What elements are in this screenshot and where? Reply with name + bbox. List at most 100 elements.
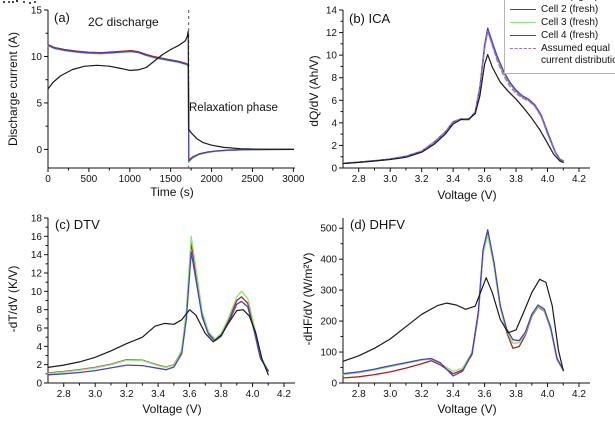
x-tick-label: 3.8: [509, 389, 523, 400]
x-tick-label: 4.2: [572, 389, 586, 400]
y-tick-label: 0: [331, 379, 337, 390]
x-tick-label: 2.8: [352, 174, 366, 185]
x-tick-label: 4.2: [277, 389, 291, 400]
x-tick-label: 3000: [282, 174, 305, 185]
x-tick-label: 3.2: [415, 174, 429, 185]
y-tick-label: 12: [326, 28, 338, 39]
x-tick-label: 3.0: [88, 389, 102, 400]
series-cell4: [47, 251, 269, 376]
x-tick-label: 4.0: [246, 389, 260, 400]
legend-entry-cell4: Cell 4 (fresh): [510, 30, 615, 42]
y-tick-label: 200: [320, 317, 337, 328]
x-tick-label: 2.8: [57, 389, 71, 400]
series-assumed: [342, 30, 564, 164]
x-tick-label: 3.6: [183, 389, 197, 400]
legend-line-swatch: [510, 22, 536, 23]
x-tick-label: 3.6: [478, 174, 492, 185]
y-tick-label: 5: [36, 98, 42, 109]
series-cell1: [47, 309, 269, 376]
x-tick-label: 500: [81, 174, 98, 185]
series-cell2: [342, 233, 564, 379]
x-tick-label: 3.8: [214, 389, 228, 400]
x-tick-label: 2500: [241, 174, 264, 185]
series-cell1: [342, 53, 564, 165]
x-tick-label: 2000: [200, 174, 223, 185]
panel-c-label: (c) DTV: [55, 217, 100, 232]
legend-entry-cell2: Cell 2 (fresh): [510, 4, 615, 16]
y-tick-label: 8: [331, 73, 337, 84]
legend-entry-cell1: Cell 1 (aged): [510, 0, 615, 3]
legend-entry-assumed: Assumed equal current distribution: [510, 43, 615, 67]
y-tick-label: 6: [36, 324, 42, 335]
x-tick-label: 4.0: [541, 389, 555, 400]
panel-b-label: (b) ICA: [349, 11, 391, 26]
y-tick-label: 100: [320, 348, 337, 359]
y-tick-label: 0: [36, 145, 42, 156]
legend-line-swatch: [510, 9, 536, 10]
b-xaxis-title: Voltage (V): [437, 188, 497, 202]
legend-line-swatch: [510, 48, 536, 49]
y-tick-label: 18: [31, 214, 43, 225]
y-tick-label: 2: [331, 141, 337, 152]
a-yaxis-title: Discharge current (A): [6, 31, 20, 147]
legend-entry-label: Cell 3 (fresh): [541, 17, 599, 28]
d-xaxis-title: Voltage (V): [437, 402, 497, 416]
y-tick-label: 400: [320, 255, 337, 266]
series-cell4: [342, 229, 564, 377]
x-tick-label: 2.8: [352, 389, 366, 400]
y-tick-label: 15: [31, 6, 43, 17]
chart-b: 2.8 3.0 3.2 3.4 3.6 3.8 4.0 4.2 0 2 4 6 8 10 12 14: [326, 6, 590, 185]
legend-entry-label: Assumed equal current distribution: [541, 43, 615, 66]
d-yaxis-title: -dHF/dV (W/m²V): [301, 252, 315, 346]
legend-entry-label: Cell 2 (fresh): [541, 4, 599, 15]
y-tick-label: 500: [320, 224, 337, 235]
x-tick-label: 4.2: [572, 174, 586, 185]
series-cell4: [47, 44, 295, 162]
y-tick-label: 14: [31, 250, 43, 261]
series-cell3: [342, 234, 564, 376]
chart-c: 2.8 3.0 3.2 3.4 3.6 3.8 4.0 4.2 0 2 4 6 8 10 12 14 16 18: [31, 214, 295, 400]
legend: Cell 1 (aged)Cell 2 (fresh) Cell 3 (fresh…: [504, 0, 615, 74]
panel-d-label: (d) DHFV: [350, 217, 405, 232]
y-tick-label: 12: [31, 269, 43, 280]
x-tick-label: 3.4: [446, 389, 460, 400]
x-tick-label: 1500: [160, 174, 183, 185]
chart-a: 0 500 1000 1500 2000 2500 3000 0 5 10 15: [31, 6, 305, 186]
x-tick-label: 3.4: [151, 389, 165, 400]
x-tick-label: 3.0: [383, 389, 397, 400]
legend-entry-cell3: Cell 3 (fresh): [510, 17, 615, 29]
panel-a-note: 2C discharge: [88, 15, 159, 29]
series-cell1: [342, 277, 564, 372]
legend-entry-label: Cell 1 (aged): [541, 0, 615, 3]
c-yaxis-title: -dT/dV (K/V): [6, 265, 20, 333]
legend-line-swatch: [510, 35, 536, 36]
x-tick-label: 3.0: [383, 174, 397, 185]
legend-entry-label: Cell 4 (fresh): [541, 30, 599, 41]
clipped-text-fragment: [3, 1, 5, 3]
a-xaxis-title: Time (s): [150, 185, 194, 199]
x-tick-label: 3.8: [509, 174, 523, 185]
x-tick-label: 3.6: [478, 389, 492, 400]
y-tick-label: 2: [36, 360, 42, 371]
b-yaxis-title: dQ/dV (Ah/V): [307, 55, 321, 127]
series-cell1: [47, 30, 294, 150]
y-tick-label: 4: [36, 342, 42, 353]
x-tick-label: 3.2: [415, 389, 429, 400]
relaxation-annotation: Relaxation phase: [189, 102, 278, 114]
y-tick-label: 16: [31, 232, 43, 243]
y-tick-label: 6: [331, 96, 337, 107]
y-tick-label: 300: [320, 286, 337, 297]
series-cell3: [47, 235, 269, 375]
y-tick-label: 10: [31, 287, 43, 298]
x-tick-label: 0: [45, 174, 51, 185]
panel-a-label: (a): [54, 10, 70, 25]
x-tick-label: 1000: [119, 174, 142, 185]
y-tick-label: 0: [36, 379, 42, 390]
y-tick-label: 10: [31, 52, 43, 63]
y-tick-label: 0: [331, 164, 337, 175]
x-tick-label: 3.2: [120, 389, 134, 400]
x-tick-label: 3.4: [446, 174, 460, 185]
chart-d: 2.8 3.0 3.2 3.4 3.6 3.8 4.0 4.2 0 100 200 300 400 500: [320, 218, 590, 400]
